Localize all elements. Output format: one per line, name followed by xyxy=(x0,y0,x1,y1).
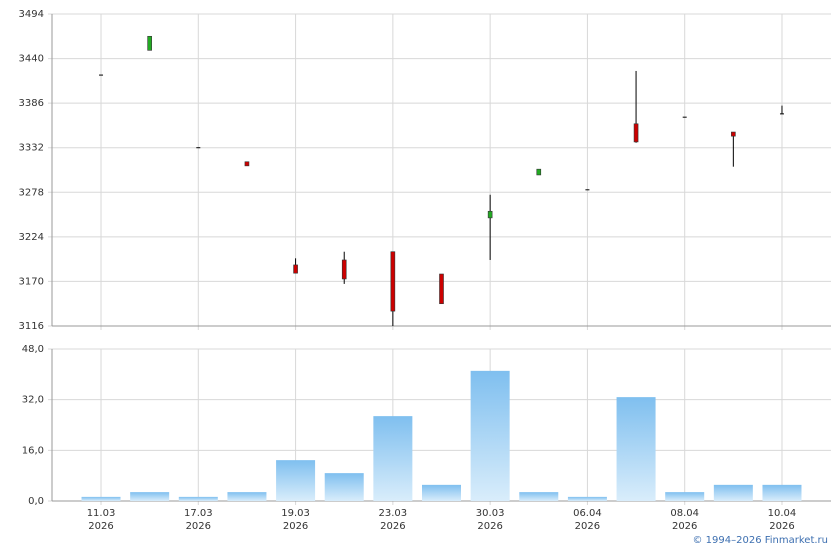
volume-bar xyxy=(567,496,607,501)
volume-bar xyxy=(373,416,413,501)
candle-body xyxy=(633,123,639,143)
y-tick-label: 48,0 xyxy=(22,344,44,355)
volume-bar xyxy=(762,484,802,501)
candle-body xyxy=(487,210,493,219)
volume-bar xyxy=(422,484,461,501)
volume-bar xyxy=(665,492,705,501)
y-tick-label: 3494 xyxy=(19,9,44,20)
y-tick-label: 3440 xyxy=(19,54,44,65)
x-tick-label: 23.03 2026 xyxy=(378,508,408,532)
y-tick-label: 3332 xyxy=(19,143,44,154)
x-tick-label: 08.04 2026 xyxy=(670,508,699,532)
x-tick-label: 10.04 2026 xyxy=(767,508,797,532)
y-tick-label: 0,0 xyxy=(28,496,44,507)
volume-bar xyxy=(470,370,510,501)
candle-body xyxy=(293,264,298,274)
copyright-link[interactable]: © 1994–2026 Finmarket.ru xyxy=(692,535,828,546)
volume-bar xyxy=(324,473,364,501)
y-tick-label: 3170 xyxy=(19,276,44,287)
candle-body xyxy=(390,251,396,312)
x-tick-label: 11.03 2026 xyxy=(86,508,116,532)
y-tick-label: 3386 xyxy=(19,98,44,109)
volume-bar xyxy=(227,492,267,501)
candle-body xyxy=(731,131,736,137)
y-tick-label: 16,0 xyxy=(22,445,44,456)
volume-bar xyxy=(276,460,316,501)
candle-body xyxy=(341,259,347,280)
y-tick-label: 32,0 xyxy=(22,395,44,406)
x-tick-label: 19.03 2026 xyxy=(281,508,310,532)
candle-body xyxy=(147,35,152,51)
x-tick-label: 06.04 2026 xyxy=(573,508,602,532)
candle-body xyxy=(439,273,444,305)
y-tick-label: 3278 xyxy=(19,187,44,198)
volume-bar xyxy=(178,496,218,501)
candle-body xyxy=(536,168,542,176)
volume-bar xyxy=(713,484,753,501)
volume-bar xyxy=(616,397,656,501)
y-tick-label: 3224 xyxy=(19,232,44,243)
x-tick-label: 17.03 2026 xyxy=(183,508,213,532)
y-tick-label: 3116 xyxy=(19,321,44,332)
volume-bar xyxy=(130,492,170,501)
volume-bar xyxy=(519,492,559,501)
volume-bar xyxy=(81,496,121,501)
x-tick-label: 30.03 2026 xyxy=(475,508,505,532)
candle-body xyxy=(244,161,250,167)
